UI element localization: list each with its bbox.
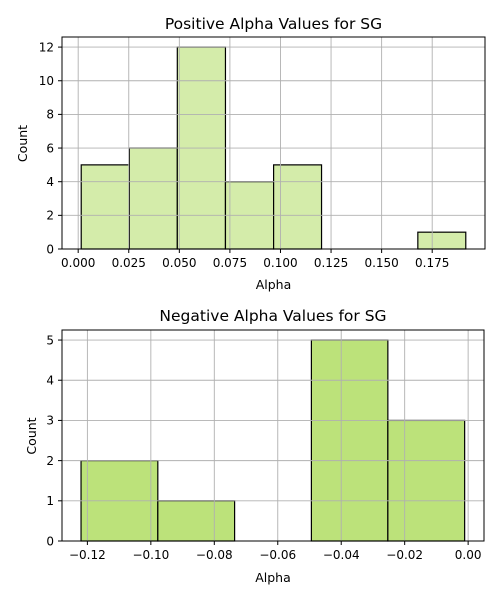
histogram-bar	[387, 419, 466, 542]
axes-frame	[61, 329, 485, 542]
y-tick-label: 0	[46, 534, 54, 548]
x-tick-label: 0.150	[364, 256, 398, 270]
y-tick-label: 2	[46, 209, 54, 223]
x-tick-label: −0.12	[69, 548, 106, 562]
histogram-bar	[417, 231, 467, 250]
y-tick-label: 0	[46, 242, 54, 256]
y-tick-label: 4	[46, 175, 54, 189]
histogram-bar	[128, 147, 178, 250]
x-axis-label: Alpha	[256, 277, 292, 292]
y-tick-label: 2	[46, 454, 54, 468]
x-tick-label: −0.08	[196, 548, 233, 562]
x-tick-label: 0.175	[415, 256, 449, 270]
histogram-bar	[157, 500, 236, 542]
x-tick-label: −0.10	[132, 548, 169, 562]
y-axis-label: Count	[15, 125, 30, 162]
x-tick-label: −0.02	[386, 548, 423, 562]
histogram-bar	[273, 164, 323, 250]
x-tick-label: 0.050	[162, 256, 196, 270]
chart-title: Negative Alpha Values for SG	[159, 307, 386, 325]
x-tick-label: 0.00	[455, 548, 482, 562]
x-tick-label: 0.100	[263, 256, 297, 270]
chart-title: Positive Alpha Values for SG	[165, 15, 382, 33]
histogram-bar	[310, 339, 389, 542]
y-tick-label: 1	[46, 494, 54, 508]
axes-frame	[61, 36, 486, 250]
y-tick-label: 6	[46, 141, 54, 155]
x-tick-label: 0.125	[314, 256, 348, 270]
y-tick-label: 8	[46, 108, 54, 122]
x-tick-label: −0.06	[259, 548, 296, 562]
y-tick-label: 10	[39, 74, 54, 88]
x-tick-label: −0.04	[323, 548, 360, 562]
y-tick-label: 5	[46, 333, 54, 347]
x-tick-label: 0.075	[213, 256, 247, 270]
x-tick-label: 0.000	[61, 256, 95, 270]
y-axis-label: Count	[24, 417, 39, 454]
x-tick-label: 0.025	[112, 256, 146, 270]
y-tick-label: 12	[39, 40, 54, 54]
y-tick-label: 4	[46, 374, 54, 388]
y-tick-label: 3	[46, 414, 54, 428]
positive-alpha-histogram: Positive Alpha Values for SG Alpha Count…	[15, 15, 486, 292]
x-axis-label: Alpha	[255, 570, 291, 585]
negative-alpha-histogram: Negative Alpha Values for SG Alpha Count…	[24, 307, 485, 585]
histogram-bar	[80, 164, 130, 250]
